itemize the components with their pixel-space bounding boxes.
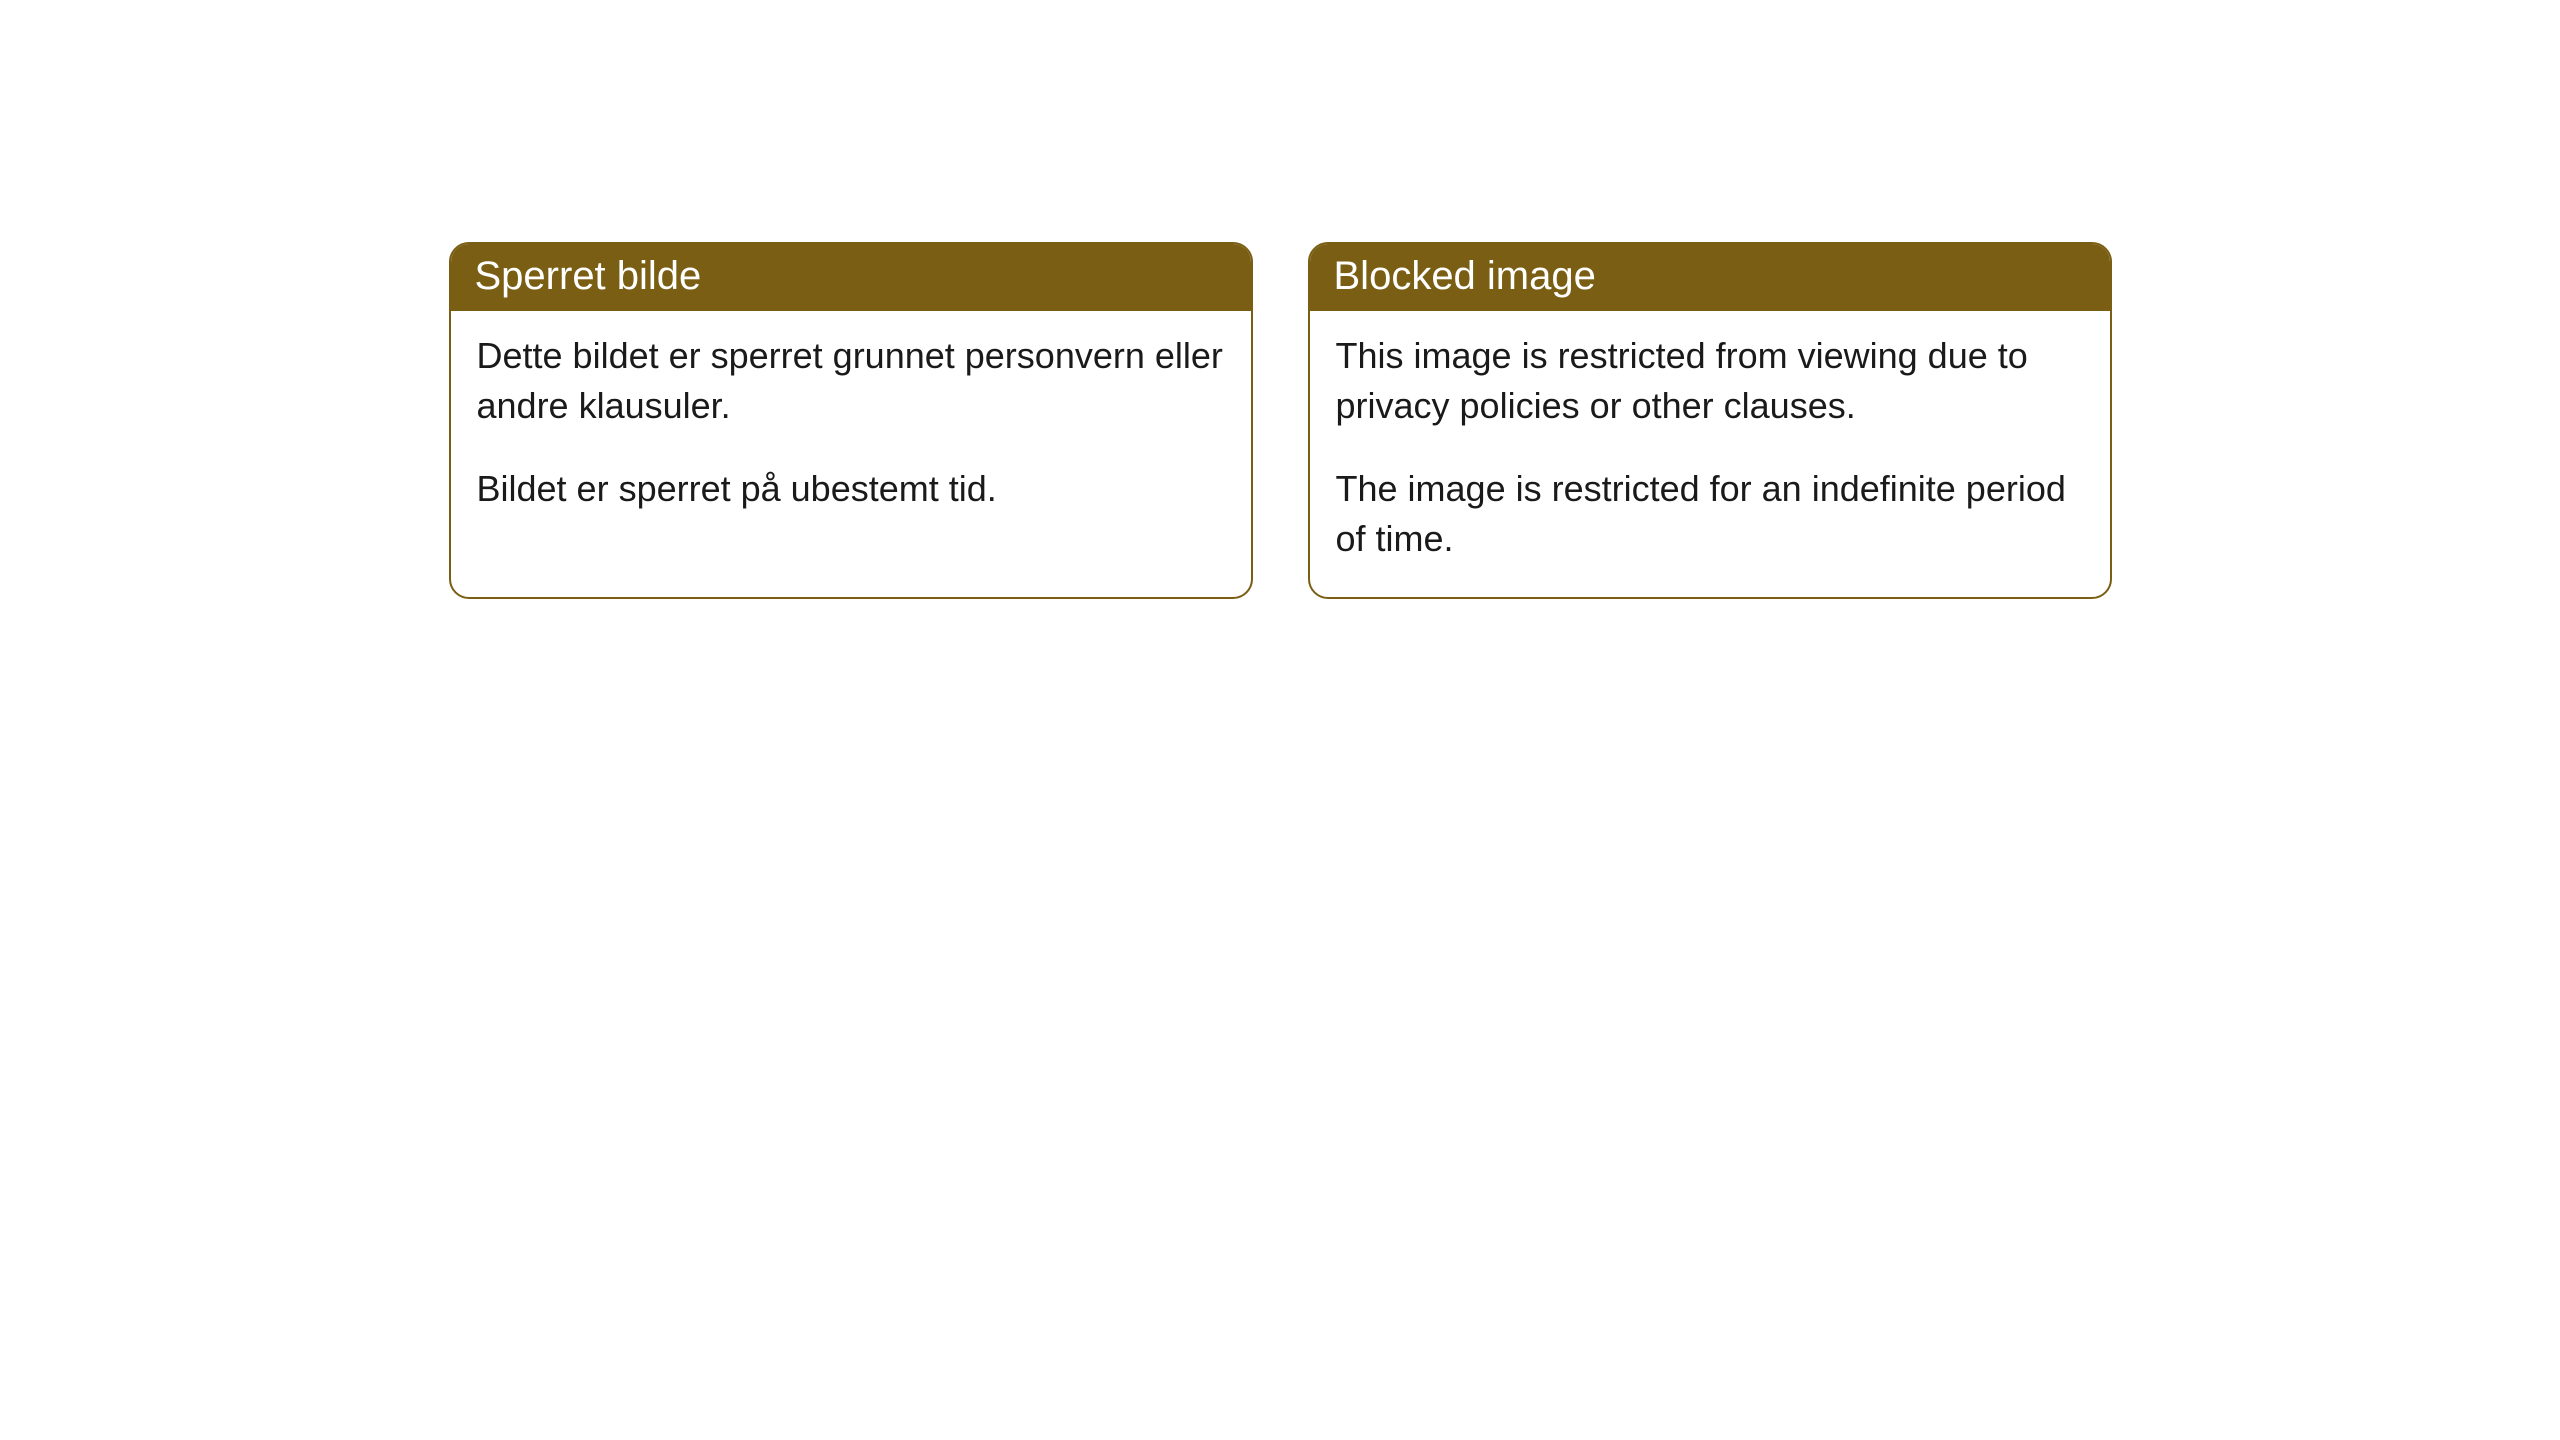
card-paragraph: The image is restricted for an indefinit… [1336, 464, 2084, 565]
card-paragraph: Dette bildet er sperret grunnet personve… [477, 331, 1225, 432]
notice-container: Sperret bilde Dette bildet er sperret gr… [0, 0, 2560, 599]
card-paragraph: Bildet er sperret på ubestemt tid. [477, 464, 1225, 514]
card-body: This image is restricted from viewing du… [1310, 311, 2110, 597]
card-paragraph: This image is restricted from viewing du… [1336, 331, 2084, 432]
notice-card-english: Blocked image This image is restricted f… [1308, 242, 2112, 599]
card-body: Dette bildet er sperret grunnet personve… [451, 311, 1251, 546]
card-title: Blocked image [1310, 244, 2110, 311]
notice-card-norwegian: Sperret bilde Dette bildet er sperret gr… [449, 242, 1253, 599]
card-title: Sperret bilde [451, 244, 1251, 311]
